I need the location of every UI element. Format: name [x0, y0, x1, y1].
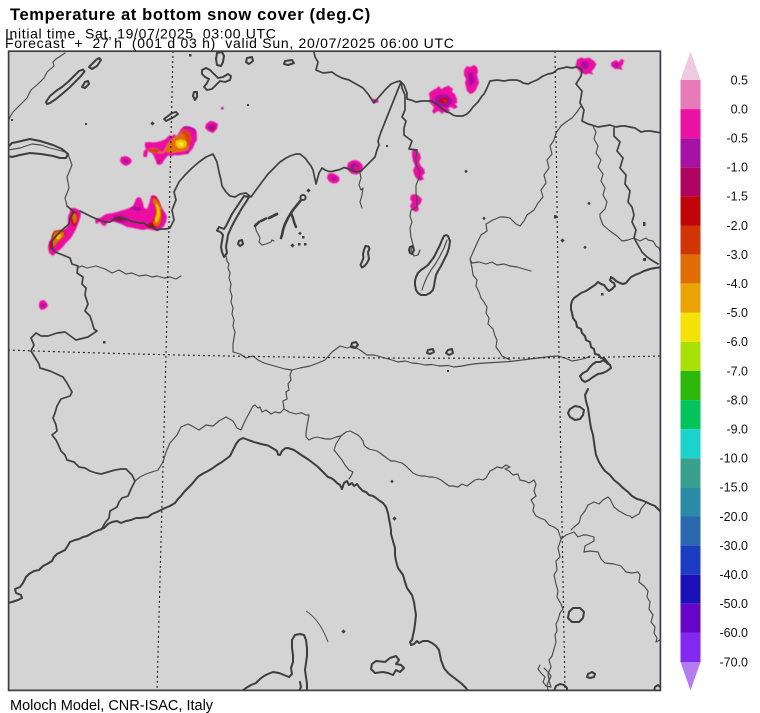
svg-text:Initial time Sat, 19/07/2025: Initial time Sat, 19/07/2025 03:00 UTC — [5, 26, 277, 42]
svg-text:Temperature at bottom snow cov: Temperature at bottom snow cover (deg.C) — [10, 6, 371, 24]
svg-text:-60.0: -60.0 — [720, 626, 749, 640]
svg-text:-15.0: -15.0 — [720, 481, 749, 495]
svg-text:-1.5: -1.5 — [726, 190, 748, 204]
svg-text:Forecast + 27 h (001 d 03 h: Forecast + 27 h (001 d 03 h) valid Sun, … — [5, 35, 455, 51]
svg-text:-4.0: -4.0 — [726, 277, 748, 291]
svg-text:-8.0: -8.0 — [726, 393, 748, 407]
svg-text:-7.0: -7.0 — [726, 364, 748, 378]
svg-text:-9.0: -9.0 — [726, 423, 748, 437]
svg-text:-10.0: -10.0 — [720, 452, 749, 466]
svg-text:-0.5: -0.5 — [726, 132, 748, 146]
svg-text:-20.0: -20.0 — [720, 510, 749, 524]
svg-text:-70.0: -70.0 — [720, 655, 749, 669]
svg-text:Moloch Model, CNR-ISAC, Italy: Moloch Model, CNR-ISAC, Italy — [10, 698, 214, 713]
svg-text:0.0: 0.0 — [731, 102, 748, 116]
svg-text:-30.0: -30.0 — [720, 539, 749, 553]
svg-text:0.5: 0.5 — [731, 73, 748, 87]
svg-text:-2.0: -2.0 — [726, 219, 748, 233]
svg-text:-1.0: -1.0 — [726, 161, 748, 175]
svg-text:-40.0: -40.0 — [720, 568, 749, 582]
svg-text:-6.0: -6.0 — [726, 335, 748, 349]
svg-text:-3.0: -3.0 — [726, 248, 748, 262]
svg-text:-5.0: -5.0 — [726, 306, 748, 320]
svg-text:-50.0: -50.0 — [720, 597, 749, 611]
